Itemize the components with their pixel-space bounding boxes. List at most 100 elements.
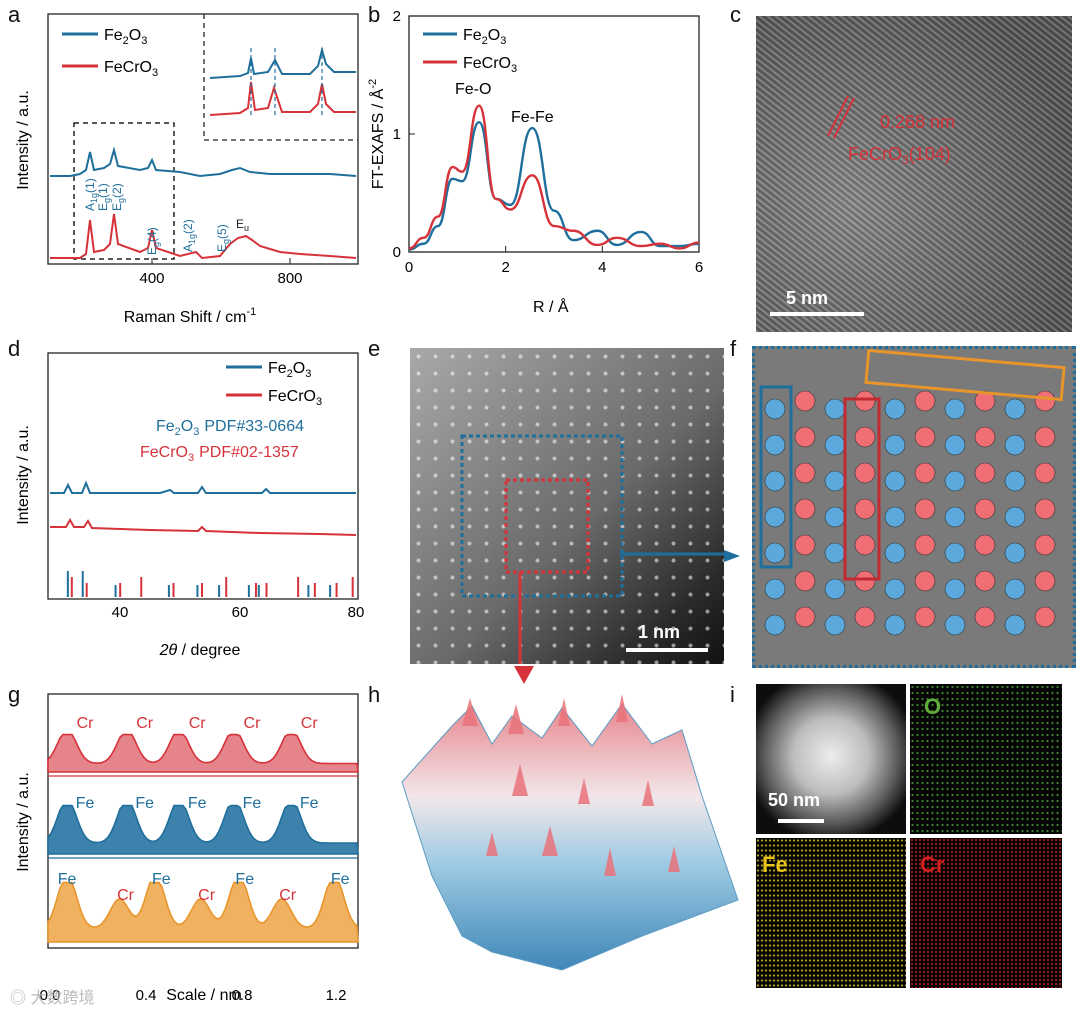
exafs-series-0 <box>408 120 700 251</box>
atom-fe <box>764 506 786 528</box>
atom-fe <box>1004 614 1026 636</box>
eds-haadf: 50 nm <box>756 684 906 834</box>
xrd-xlabel: 2θ / degree <box>159 642 241 659</box>
atom-cr <box>914 498 936 520</box>
atom-fe <box>884 614 906 636</box>
atom-cr <box>794 426 816 448</box>
atom-fe <box>944 614 966 636</box>
atom-fe <box>884 506 906 528</box>
atom-cr <box>854 462 876 484</box>
atom-cr <box>974 534 996 556</box>
inset-fecro3-curve <box>209 81 356 116</box>
eds-scale: 50 nm <box>768 790 821 810</box>
profile-cr-label: Cr <box>189 715 207 732</box>
watermark: ◎ 大数跨境 <box>10 990 95 1007</box>
atom-fe <box>884 542 906 564</box>
raman-ylabel: Intensity / a.u. <box>15 90 32 190</box>
raman-fecro3-curve <box>50 213 357 260</box>
profile-area-0 <box>47 733 359 773</box>
haadf-image: 1 nm <box>410 348 724 664</box>
profile-fe-label: Fe <box>135 795 154 812</box>
atom-fe <box>764 578 786 600</box>
panel-letter-g: g <box>8 682 21 707</box>
exafs-xtick: 6 <box>695 259 703 276</box>
profile-ylabel: Intensity / a.u. <box>15 772 32 872</box>
raman-xlabel: Raman Shift / cm-1 <box>124 306 256 326</box>
arrow-to-f <box>724 550 740 562</box>
atom-fe <box>824 578 846 600</box>
atom-fe <box>1004 542 1026 564</box>
panel-letter-c: c <box>730 2 741 27</box>
atom-fe <box>824 434 846 456</box>
atom-fe <box>1004 506 1026 528</box>
peak-label-a1g1: A1g(1) <box>83 178 99 211</box>
exafs-ytick: 1 <box>393 126 401 143</box>
atom-cr <box>854 570 876 592</box>
raman-tick-800: 800 <box>277 270 302 287</box>
atom-cr <box>854 426 876 448</box>
atom-fe <box>1004 470 1026 492</box>
profile-cr-label: Cr <box>136 715 154 732</box>
atom-fe <box>944 470 966 492</box>
atom-cr <box>974 390 996 412</box>
atom-cr <box>914 462 936 484</box>
panel-letter-h: h <box>368 682 381 707</box>
profile-cr-label: Cr <box>244 715 262 732</box>
atom-fe <box>824 614 846 636</box>
atom-fe <box>824 542 846 564</box>
atom-cr <box>974 570 996 592</box>
atom-fe <box>944 578 966 600</box>
atom-fe <box>764 470 786 492</box>
profile-tick-00: 0.0 <box>40 987 61 1004</box>
xrd-fecro3-curve <box>50 517 357 536</box>
legend-fe2o3: Fe2O3 <box>104 27 147 47</box>
cr-column-box <box>843 397 881 581</box>
exafs-ytick: 2 <box>393 8 401 25</box>
raman-tick-400: 400 <box>139 270 164 287</box>
panel-letter-a: a <box>8 2 21 27</box>
fe-column-box <box>759 385 793 569</box>
xrd-fe2o3-curve <box>50 480 356 494</box>
atom-fe <box>764 434 786 456</box>
atom-cr <box>794 606 816 628</box>
arrow-to-h <box>514 666 534 684</box>
atom-cr <box>914 570 936 592</box>
atom-fe <box>884 434 906 456</box>
atom-cr <box>1034 498 1056 520</box>
hrtem-image: 0.268 nm FeCrO3(104) 5 nm <box>756 16 1072 332</box>
inset-fe2o3-curve <box>209 46 356 79</box>
atom-cr <box>794 390 816 412</box>
peak-label-a1g2: A1g(2) <box>181 219 197 252</box>
atom-cr <box>914 426 936 448</box>
profile-fe-label: Fe <box>188 795 207 812</box>
atom-fe <box>764 614 786 636</box>
peak-label-eu: Eu <box>236 217 249 233</box>
atom-cr <box>1034 462 1056 484</box>
peak-label-eg4: Eg(4) <box>145 227 161 255</box>
atom-cr <box>1034 570 1056 592</box>
atom-fe <box>1004 578 1026 600</box>
profile-mixed-label: Fe <box>235 871 254 888</box>
atom-cr <box>1034 606 1056 628</box>
profile-fe-label: Fe <box>300 795 319 812</box>
profile-cr-label: Cr <box>301 715 319 732</box>
atom-cr <box>974 606 996 628</box>
atom-cr <box>854 498 876 520</box>
raman-fe2o3-curve <box>50 146 357 178</box>
atom-model <box>752 346 1076 668</box>
atom-fe <box>944 434 966 456</box>
profile-mixed-label: Fe <box>152 871 171 888</box>
atom-fe <box>764 542 786 564</box>
exafs-chart: FT-EXAFS / Å-2 R / Å 0 2 4 6 0 1 2 Fe2O3 FeCrO… <box>367 8 703 316</box>
profile-tick-12: 1.2 <box>326 987 347 1004</box>
atom-cr <box>854 606 876 628</box>
panel-letter-d: d <box>8 336 21 361</box>
eds-o-label: O <box>924 694 942 719</box>
atom-fe <box>764 398 786 420</box>
xrd-tick-40: 40 <box>112 604 129 621</box>
atom-cr <box>914 534 936 556</box>
hrtem-scale: 5 nm <box>786 288 828 308</box>
peak-label-eg1: Eg(1) <box>96 183 112 211</box>
xrd-pdf-fecro3: FeCrO3 PDF#02-1357 <box>140 444 299 464</box>
hrtem-spacing: 0.268 nm <box>880 112 955 132</box>
